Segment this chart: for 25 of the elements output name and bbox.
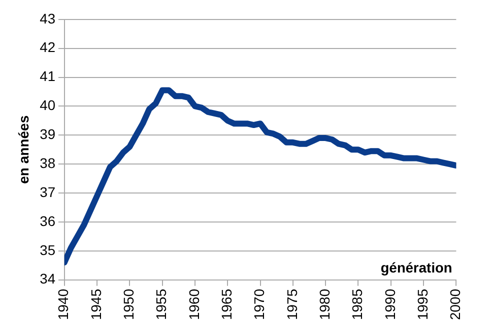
y-tick-label: 43 [40, 10, 56, 26]
x-tick-label: 1960 [186, 288, 202, 320]
x-axis-title: génération [380, 260, 452, 276]
y-tick-label: 38 [40, 154, 56, 171]
x-tick-label: 2000 [447, 288, 464, 320]
y-tick-label: 37 [40, 184, 56, 200]
x-tick-label: 1985 [349, 288, 366, 320]
x-tick-label: 1995 [414, 288, 430, 320]
y-tick-label: 42 [40, 39, 56, 56]
y-tick-label: 35 [40, 242, 56, 258]
x-tick-label: 1950 [120, 288, 137, 320]
x-tick-label: 1975 [284, 288, 300, 320]
y-tick-label: 36 [40, 212, 56, 229]
y-axis-title: en années [15, 115, 32, 184]
x-tick-label: 1955 [153, 288, 170, 320]
x-tick-label: 1990 [382, 288, 398, 320]
x-tick-label: 1945 [88, 288, 104, 320]
x-tick-label: 1965 [218, 288, 234, 320]
y-tick-label: 34 [40, 270, 56, 287]
x-tick-label: 1970 [251, 288, 268, 320]
y-tick-label: 41 [40, 68, 56, 84]
y-tick-label: 40 [40, 97, 56, 114]
x-tick-label: 1980 [316, 288, 332, 320]
x-tick-label: 1940 [55, 288, 72, 320]
y-tick-label: 39 [40, 126, 56, 142]
